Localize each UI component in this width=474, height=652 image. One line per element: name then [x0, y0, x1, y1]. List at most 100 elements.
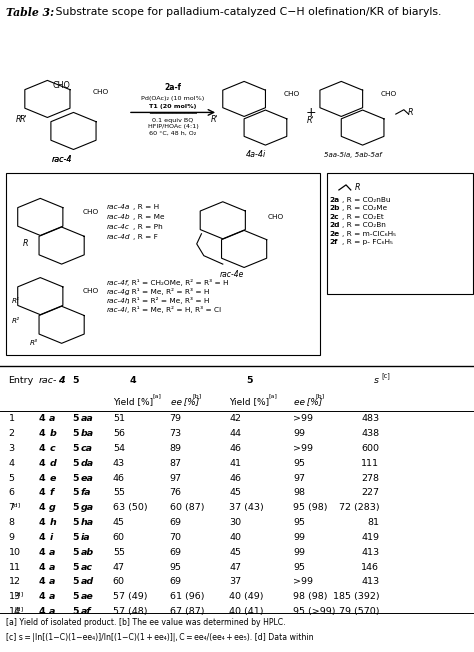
Text: CHO: CHO: [83, 288, 99, 294]
Text: 76: 76: [170, 488, 182, 497]
Text: [d]: [d]: [15, 591, 24, 597]
Text: a: a: [49, 548, 55, 557]
Text: 2b: 2b: [329, 205, 340, 211]
Text: 4: 4: [39, 503, 46, 512]
Text: 99: 99: [293, 533, 305, 542]
Text: 45: 45: [113, 518, 125, 527]
Text: 55: 55: [113, 548, 125, 557]
Text: 55: 55: [113, 488, 125, 497]
Text: 438: 438: [361, 429, 379, 438]
Text: , R = CO₂Me: , R = CO₂Me: [342, 205, 387, 211]
Text: 4: 4: [39, 578, 46, 586]
Text: , R¹ = R² = Me, R³ = H: , R¹ = R² = Me, R³ = H: [127, 297, 210, 304]
Text: 95 (98): 95 (98): [293, 503, 328, 512]
Text: 2: 2: [9, 429, 15, 438]
Text: 4a-4i: 4a-4i: [246, 150, 266, 159]
Text: [a] Yield of isolated product. [b] The ee value was determined by HPLC.: [a] Yield of isolated product. [b] The e…: [6, 619, 285, 627]
Text: 44: 44: [229, 429, 241, 438]
Text: 69: 69: [170, 578, 182, 586]
Text: , R = F: , R = F: [133, 234, 157, 240]
Text: 41: 41: [229, 459, 241, 468]
Text: R: R: [23, 239, 28, 248]
Text: Table 3:: Table 3:: [6, 7, 54, 18]
Text: R³: R³: [30, 340, 38, 346]
Text: , R¹ = Me, R² = H, R³ = Cl: , R¹ = Me, R² = H, R³ = Cl: [127, 306, 221, 314]
Text: 67 (87): 67 (87): [170, 607, 204, 616]
Text: a: a: [49, 607, 55, 616]
Text: Pd(OAc)₂ (10 mol%): Pd(OAc)₂ (10 mol%): [141, 96, 205, 102]
Text: >99: >99: [293, 444, 313, 453]
Text: 69: 69: [170, 548, 182, 557]
Text: 1: 1: [9, 415, 15, 423]
Text: ee [%]: ee [%]: [171, 397, 199, 406]
Text: a: a: [49, 592, 55, 601]
Text: 12: 12: [9, 578, 20, 586]
Text: HFIP/HOAc (4:1): HFIP/HOAc (4:1): [147, 124, 199, 129]
Text: R: R: [408, 108, 413, 117]
Text: 81: 81: [367, 518, 379, 527]
Text: 2d: 2d: [329, 222, 340, 228]
Text: da: da: [81, 459, 94, 468]
Text: 3: 3: [9, 444, 15, 453]
Text: 69: 69: [170, 518, 182, 527]
Text: 95: 95: [293, 459, 305, 468]
Text: , R = p- FC₆H₅: , R = p- FC₆H₅: [342, 239, 393, 245]
Text: 0.1 equiv BQ: 0.1 equiv BQ: [152, 118, 194, 123]
Text: 4: 4: [39, 473, 46, 482]
Text: >99: >99: [293, 415, 313, 423]
Text: 5: 5: [72, 607, 79, 616]
Text: ee [%]: ee [%]: [294, 397, 322, 406]
Text: 30: 30: [229, 518, 242, 527]
Text: 5: 5: [72, 533, 79, 542]
Text: 98: 98: [293, 488, 305, 497]
Text: [a]: [a]: [269, 394, 278, 398]
Text: ae: ae: [81, 592, 93, 601]
Text: 5: 5: [72, 376, 79, 385]
Text: 4: 4: [9, 459, 15, 468]
Text: 600: 600: [361, 444, 379, 453]
Text: rac-4: rac-4: [51, 155, 72, 164]
Text: 5: 5: [72, 578, 79, 586]
Text: 4: 4: [39, 607, 46, 616]
Text: 63 (50): 63 (50): [113, 503, 147, 512]
Text: i: i: [49, 533, 53, 542]
Text: 5aa-5ia, 5ab-5af: 5aa-5ia, 5ab-5af: [324, 151, 382, 158]
Text: d: d: [49, 459, 56, 468]
Text: CHO: CHO: [92, 89, 109, 95]
Text: , R = H: , R = H: [133, 204, 159, 210]
Text: 57 (49): 57 (49): [113, 592, 147, 601]
Text: 4: 4: [39, 563, 46, 572]
Text: ad: ad: [81, 578, 94, 586]
Text: +: +: [305, 106, 316, 119]
Text: ba: ba: [81, 429, 94, 438]
Text: 5: 5: [72, 503, 79, 512]
Text: 79 (570): 79 (570): [339, 607, 379, 616]
Text: 54: 54: [113, 444, 125, 453]
Text: 47: 47: [229, 563, 241, 572]
Text: [d]: [d]: [11, 503, 21, 507]
Text: 2a: 2a: [329, 197, 339, 203]
Text: T1 (20 mol%): T1 (20 mol%): [149, 104, 197, 109]
Text: 146: 146: [361, 563, 379, 572]
Text: rac-4f: rac-4f: [107, 280, 128, 286]
Text: 5: 5: [9, 473, 15, 482]
Text: R¹: R¹: [12, 298, 20, 304]
Text: 2a-f: 2a-f: [164, 83, 182, 92]
Text: R': R': [210, 115, 218, 124]
Text: fa: fa: [81, 488, 91, 497]
Text: 95 (>99): 95 (>99): [293, 607, 336, 616]
Text: 4: 4: [39, 488, 46, 497]
Text: 61 (96): 61 (96): [170, 592, 204, 601]
Text: ca: ca: [81, 444, 92, 453]
Text: c: c: [49, 444, 55, 453]
Text: 99: 99: [293, 548, 305, 557]
Text: 9: 9: [9, 533, 15, 542]
Text: 185 (392): 185 (392): [333, 592, 379, 601]
Text: 5: 5: [72, 473, 79, 482]
Text: rac-4e: rac-4e: [220, 270, 245, 278]
Text: 4: 4: [39, 444, 46, 453]
Text: 5: 5: [72, 459, 79, 468]
Text: 97: 97: [293, 473, 305, 482]
Text: CHO: CHO: [53, 81, 71, 90]
Text: rac-: rac-: [39, 376, 57, 385]
